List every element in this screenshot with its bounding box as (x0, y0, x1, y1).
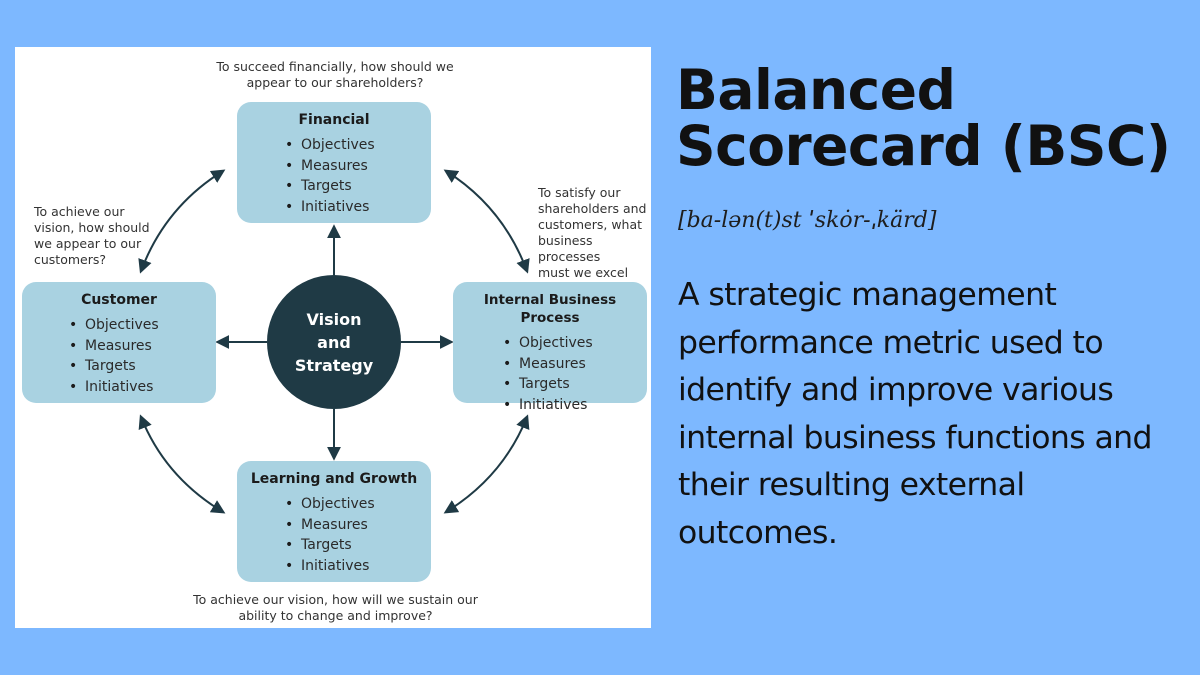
vision-strategy-label: Vision and Strategy (294, 309, 374, 375)
internal-question-line: business processes (538, 233, 601, 264)
bsc-diagram: To succeed financially, how should we ap… (15, 47, 651, 628)
learning-growth-box: Learning and Growth Objectives Measures … (237, 461, 431, 582)
customer-question-line: we appear to our (34, 236, 142, 251)
page-title: Balanced Scorecard (BSC) (676, 62, 1191, 174)
learning-question: To achieve our vision, how will we susta… (193, 592, 478, 624)
internal-question-line: customers, what (538, 217, 643, 232)
customer-list: Objectives Measures Targets Initiatives (22, 315, 216, 397)
customer-box: Customer Objectives Measures Targets Ini… (22, 282, 216, 403)
internal-process-title: Internal Business Process (483, 292, 617, 326)
arrow-financial-internal (443, 169, 530, 274)
financial-question-line: appear to our shareholders? (246, 75, 424, 90)
internal-process-box: Internal Business Process Objectives Mea… (453, 282, 647, 413)
list-item: Targets (69, 356, 216, 377)
financial-question-line: To succeed financially, how should we (216, 59, 454, 74)
learning-growth-title: Learning and Growth (250, 471, 418, 487)
title-line-1: Balanced (676, 58, 956, 122)
financial-list: Objectives Measures Targets Initiatives (237, 135, 431, 217)
pronunciation: [ba-lən(t)st ˈskȯr-ˌkärd] (678, 208, 937, 233)
internal-question: To satisfy our shareholders and customer… (538, 185, 650, 297)
list-item: Targets (285, 535, 431, 556)
title-line-2: Scorecard (BSC) (676, 114, 1171, 178)
list-item: Objectives (503, 333, 647, 354)
list-item: Objectives (285, 494, 431, 515)
customer-title: Customer (81, 292, 157, 308)
definition-text: A strategic management performance metri… (678, 277, 1153, 551)
financial-question: To succeed financially, how should we ap… (215, 59, 455, 91)
financial-title: Financial (298, 112, 370, 128)
customer-question-line: customers? (34, 252, 107, 267)
list-item: Initiatives (503, 395, 647, 416)
list-item: Targets (285, 176, 431, 197)
internal-question-line: shareholders and (538, 201, 647, 216)
customer-question: To achieve our vision, how should we app… (34, 204, 154, 268)
list-item: Initiatives (285, 556, 431, 577)
learning-question-line: To achieve our vision, how will we susta… (193, 592, 478, 607)
list-item: Measures (69, 336, 216, 357)
list-item: Objectives (285, 135, 431, 156)
list-item: Objectives (69, 315, 216, 336)
diagram-arrows (138, 169, 530, 514)
arrow-internal-learning (443, 414, 530, 514)
vision-strategy-circle: Vision and Strategy (267, 275, 401, 409)
customer-question-line: vision, how should (34, 220, 150, 235)
internal-process-list: Objectives Measures Targets Initiatives (453, 333, 647, 415)
financial-box: Financial Objectives Measures Targets In… (237, 102, 431, 223)
customer-question-line: To achieve our (34, 204, 125, 219)
list-item: Initiatives (285, 197, 431, 218)
arrow-learning-customer (138, 414, 226, 514)
list-item: Measures (503, 354, 647, 375)
arrow-customer-financial (138, 169, 226, 274)
learning-question-line: ability to change and improve? (238, 608, 433, 623)
list-item: Initiatives (69, 377, 216, 398)
learning-growth-list: Objectives Measures Targets Initiatives (237, 494, 431, 576)
list-item: Measures (285, 156, 431, 177)
list-item: Targets (503, 374, 647, 395)
internal-question-line: To satisfy our (538, 185, 621, 200)
list-item: Measures (285, 515, 431, 536)
